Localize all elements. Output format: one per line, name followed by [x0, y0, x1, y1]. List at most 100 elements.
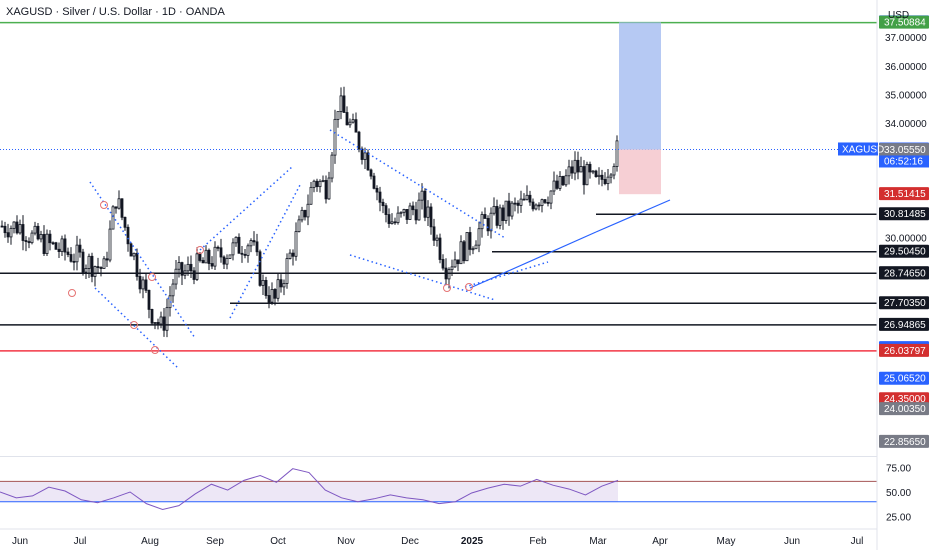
- candle-body: [225, 257, 229, 265]
- candle-body: [327, 177, 331, 200]
- candle-body: [474, 244, 478, 250]
- candle-body: [270, 289, 274, 303]
- price-tag: [879, 434, 929, 448]
- candle-body: [528, 194, 532, 203]
- candle-body: [6, 232, 10, 238]
- candle-body: [285, 258, 289, 284]
- price-tag-label: 27.70350: [884, 298, 926, 309]
- candle-body: [153, 322, 157, 324]
- candle-body: [240, 252, 244, 255]
- candle-body: [318, 180, 322, 188]
- main-price-panel[interactable]: [0, 21, 877, 369]
- price-tag: [879, 15, 929, 29]
- candle-body: [291, 252, 295, 257]
- candle-body: [375, 187, 379, 193]
- rsi-band: [0, 481, 618, 502]
- candle-body: [564, 175, 568, 186]
- candle-body: [120, 198, 124, 218]
- candle-body: [345, 112, 349, 126]
- candle-body: [243, 253, 247, 256]
- candle-body: [135, 252, 139, 277]
- price-tag: [879, 296, 929, 310]
- candle-body: [471, 248, 475, 251]
- candle-body: [342, 95, 346, 113]
- candle-body: [522, 198, 526, 201]
- pivot-marker: [100, 201, 108, 209]
- candle-body: [597, 174, 601, 178]
- candle-body: [30, 232, 34, 244]
- candle-body: [267, 295, 271, 303]
- trend-line-dotted: [464, 261, 549, 288]
- candle-body: [18, 224, 22, 234]
- candle-body: [333, 118, 337, 156]
- candle-body: [453, 259, 457, 268]
- candle-body: [258, 251, 262, 286]
- candle-body: [363, 152, 367, 160]
- candle-body: [411, 205, 415, 211]
- candle-body: [450, 266, 454, 271]
- rsi-tick-label: 25.00: [886, 512, 911, 523]
- rsi-panel[interactable]: [0, 468, 877, 511]
- candle-body: [297, 219, 301, 233]
- candle-body: [87, 255, 91, 269]
- candle-body: [543, 199, 547, 203]
- candle-body: [213, 246, 217, 267]
- candle-body: [27, 241, 31, 244]
- candle-body: [501, 207, 505, 221]
- candle-body: [516, 202, 520, 206]
- candle-body: [150, 308, 154, 324]
- candle-body: [354, 119, 358, 133]
- candle-body: [219, 247, 223, 258]
- candle-body: [315, 180, 319, 188]
- candle-body: [483, 214, 487, 219]
- candle-body: [0, 225, 4, 228]
- candle-body: [435, 237, 439, 241]
- candle-body: [9, 227, 13, 238]
- candle-body: [438, 237, 442, 260]
- candle-body: [42, 234, 46, 254]
- price-tag-label: 26.03797: [884, 346, 926, 357]
- candle-body: [330, 154, 334, 179]
- candle-body: [600, 174, 604, 180]
- candle-body: [210, 263, 214, 267]
- candle-body: [138, 276, 142, 290]
- candle-body: [39, 234, 43, 240]
- candle-body: [255, 241, 259, 253]
- price-tag: [879, 244, 929, 258]
- candle-body: [180, 262, 184, 276]
- price-tag-label: 30.81485: [884, 209, 926, 220]
- x-tick-label: Jul: [74, 536, 87, 547]
- price-tag: [879, 371, 929, 385]
- candle-body: [531, 201, 535, 210]
- candle-body: [231, 242, 235, 256]
- pivot-marker: [130, 321, 138, 329]
- candle-body: [615, 140, 619, 167]
- trend-line-dotted: [329, 129, 506, 239]
- candle-body: [369, 169, 373, 177]
- price-tag-label: 22.85650: [884, 437, 926, 448]
- candle-body: [144, 279, 148, 291]
- candle-body: [480, 214, 484, 230]
- pivot-marker: [443, 284, 451, 292]
- price-tag-label: 28.74650: [884, 268, 926, 279]
- price-tag-label: 33.05550: [884, 145, 926, 156]
- candle-body: [360, 148, 364, 160]
- candle-body: [162, 316, 166, 331]
- price-tag: [879, 343, 929, 357]
- candle-body: [525, 194, 529, 200]
- candle-body: [465, 232, 469, 262]
- candle-body: [171, 283, 175, 297]
- candle-body: [588, 163, 592, 173]
- candle-body: [147, 289, 151, 310]
- candle-body: [339, 95, 343, 112]
- candle-body: [594, 170, 598, 178]
- y-tick-label: 35.00000: [885, 90, 927, 101]
- candle-body: [132, 252, 136, 257]
- candle-body: [3, 225, 7, 234]
- candle-body: [75, 244, 79, 263]
- price-tag: [879, 317, 929, 331]
- trend-line: [595, 199, 671, 233]
- pivot-marker: [151, 346, 159, 354]
